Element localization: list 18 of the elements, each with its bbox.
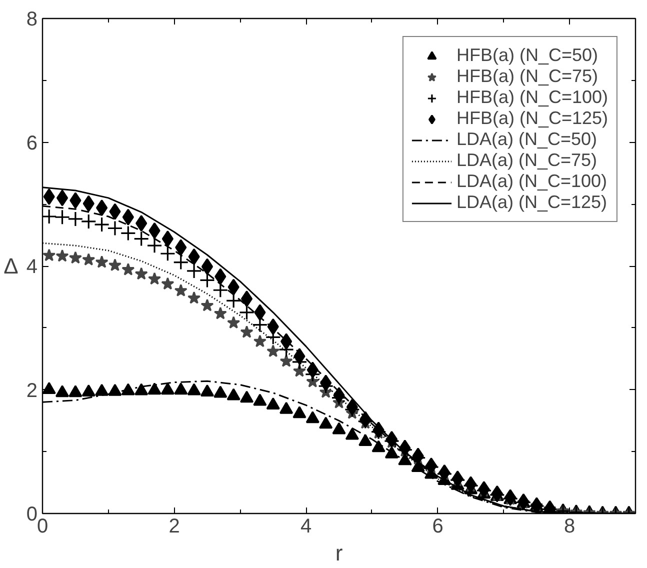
legend-label: HFB(a) (N_C=100) bbox=[456, 87, 608, 108]
x-tick-label: 8 bbox=[564, 516, 576, 538]
y-axis-title: Δ bbox=[4, 254, 19, 278]
y-tick-label: 8 bbox=[26, 8, 38, 30]
legend-label: HFB(a) (N_C=125) bbox=[456, 108, 608, 129]
legend-label: HFB(a) (N_C=50) bbox=[456, 45, 598, 66]
legend-label: LDA(a) (N_C=125) bbox=[456, 192, 608, 213]
legend-label: LDA(a) (N_C=50) bbox=[456, 129, 597, 150]
x-tick-label: 6 bbox=[432, 516, 444, 538]
x-tick-label: 2 bbox=[168, 516, 180, 538]
legend-label: HFB(a) (N_C=75) bbox=[456, 66, 598, 87]
x-axis-title: r bbox=[335, 540, 343, 566]
y-tick-label: 4 bbox=[26, 256, 38, 278]
y-tick-label: 6 bbox=[26, 132, 38, 154]
x-tick-label: 4 bbox=[300, 516, 312, 538]
legend-label: LDA(a) (N_C=100) bbox=[456, 171, 608, 192]
y-tick-label: 2 bbox=[26, 380, 38, 402]
legend-label: LDA(a) (N_C=75) bbox=[456, 150, 597, 171]
